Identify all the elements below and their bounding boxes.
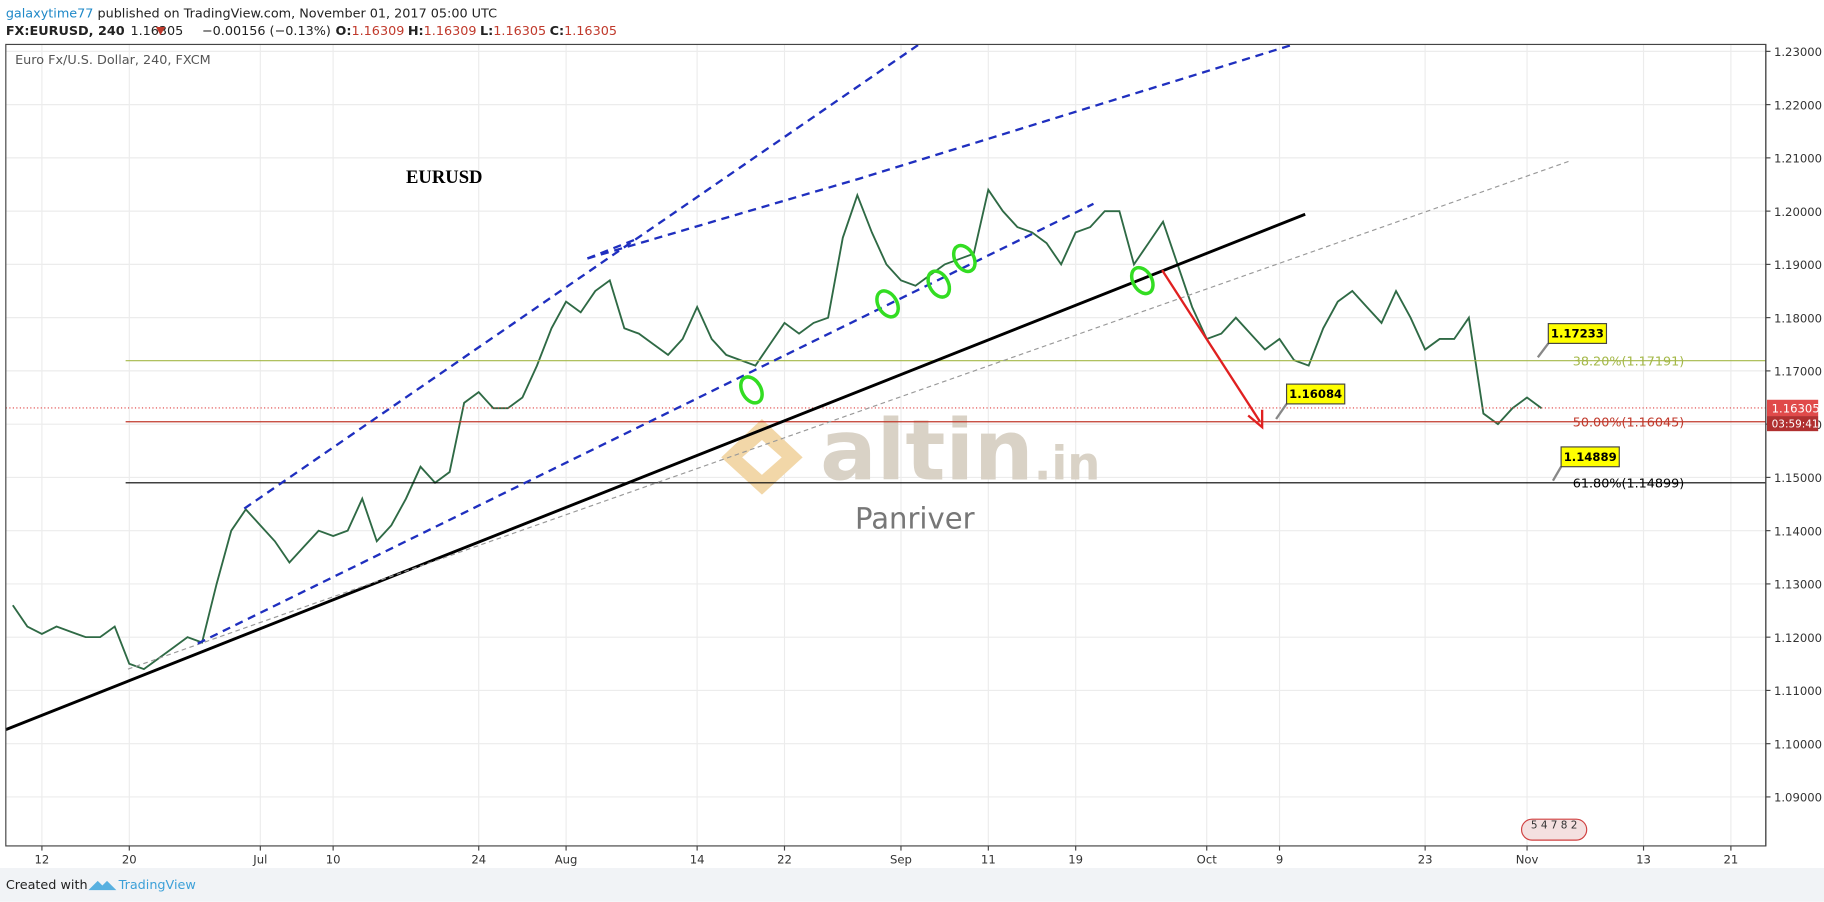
- red-arrow: [1161, 269, 1261, 422]
- x-tick-label: 10: [326, 852, 341, 866]
- x-tick-label: Oct: [1197, 852, 1218, 866]
- y-tick-label: 1.18000: [1774, 311, 1822, 325]
- x-tick-label: 19: [1068, 852, 1083, 866]
- footer-logo: [88, 880, 117, 891]
- callout-pointer: [1536, 342, 1550, 359]
- y-tick-label: 1.19000: [1774, 258, 1822, 272]
- y-tick-label: 1.10000: [1774, 737, 1822, 751]
- grid: [5, 44, 1766, 846]
- callout-text: 1.14889: [1564, 450, 1617, 464]
- callout-text: 1.16084: [1289, 387, 1342, 401]
- y-tick-label: 1.14000: [1774, 524, 1822, 538]
- fib-label: 38.20%(1.17191): [1573, 354, 1685, 369]
- event-markers-text: 5 4 7 8 2: [1531, 819, 1578, 831]
- callout-box: [1285, 383, 1346, 405]
- c: 1.16305: [564, 24, 617, 39]
- x-tick-label: Jul: [252, 852, 267, 866]
- y-tick-label: 1.12000: [1774, 631, 1822, 645]
- callout-pointer: [1551, 466, 1563, 482]
- watermark-suffix: .in: [1034, 437, 1101, 491]
- footer-brand[interactable]: TradingView: [118, 878, 196, 893]
- y-tick-label: 1.20000: [1774, 205, 1822, 219]
- highlight: [739, 375, 764, 405]
- y-tick-label: 1.11000: [1774, 684, 1822, 698]
- y-tick-label: 1.17000: [1774, 365, 1822, 379]
- countdown-tag: [1767, 416, 1819, 432]
- last-price-label: 1.16305: [1772, 402, 1820, 416]
- user-link[interactable]: galaxytime77: [6, 7, 94, 22]
- price-line: [12, 187, 1543, 671]
- y-tick-label: 1.23000: [1774, 45, 1822, 59]
- x-tick-label: Aug: [555, 852, 578, 866]
- x-tick-label: 23: [1418, 852, 1433, 866]
- channel-upper: [243, 43, 920, 510]
- x-tick-label: 13: [1636, 852, 1651, 866]
- footer: [0, 868, 1824, 902]
- x-tick-label: 14: [690, 852, 705, 866]
- countdown-label: 03:59:41: [1772, 419, 1819, 431]
- x-tick-label: Sep: [890, 852, 912, 866]
- o-label: O:: [336, 24, 352, 39]
- l: 1.16305: [493, 24, 546, 39]
- y-tick-label: 1.09000: [1774, 791, 1822, 805]
- header-line-1: galaxytime77 published on TradingView.co…: [6, 7, 497, 22]
- watermark-author: Panriver: [855, 501, 975, 535]
- last: 1.16305: [130, 24, 183, 39]
- x-tick-label: 11: [981, 852, 996, 866]
- trendline: [5, 212, 1306, 731]
- published: published on TradingView.com, November 0…: [93, 7, 497, 22]
- channel-link: [587, 237, 638, 260]
- callouts: 1.17233 1.16084 1.14889: [1285, 323, 1620, 468]
- x-tick-label: 20: [122, 852, 137, 866]
- x-tick-label: 24: [471, 852, 486, 866]
- channel-top: [587, 43, 1294, 260]
- h: 1.16309: [424, 24, 477, 39]
- l-label: L:: [480, 24, 493, 39]
- fib-label: 50.00%(1.16045): [1573, 415, 1685, 430]
- x-tick-label: 21: [1723, 852, 1738, 866]
- callout-text: 1.17233: [1551, 327, 1604, 341]
- x-tick-label: 9: [1276, 852, 1283, 866]
- footer-created: Created with: [6, 878, 88, 893]
- annotation: EURUSD: [406, 167, 483, 188]
- x-tick-label: Nov: [1516, 852, 1539, 866]
- header-line-2: FX:EURUSD, 240 1.16305 −0.00156 (−0.13%) O:…: [6, 24, 617, 39]
- symbol: FX:EURUSD, 240: [6, 24, 125, 39]
- highlight: [875, 289, 900, 319]
- chart-title: Euro Fx/U.S. Dollar, 240, FXCM: [15, 53, 211, 68]
- down-arrow: [155, 26, 166, 36]
- y-tick-label: 1.21000: [1774, 152, 1822, 166]
- watermark-main: altin: [820, 402, 1034, 500]
- event-markers[interactable]: [1520, 818, 1588, 841]
- callout-box: [1560, 446, 1620, 468]
- change: −0.00156 (−0.13%): [202, 24, 331, 39]
- callout-pointer: [1275, 403, 1288, 420]
- last-price-tag: [1767, 399, 1819, 417]
- o: 1.16309: [351, 24, 404, 39]
- c-label: C:: [550, 24, 565, 39]
- y-tick-label: 1.22000: [1774, 98, 1822, 112]
- x-tick-label: 22: [777, 852, 792, 866]
- highlight: [951, 243, 977, 274]
- h-label: H:: [408, 24, 424, 39]
- y-tick-label: 1.15000: [1774, 471, 1822, 485]
- drawings: [5, 43, 1571, 731]
- highlight: [1129, 265, 1155, 296]
- series: [5, 187, 1766, 671]
- trendline-thin: [127, 160, 1571, 670]
- x-tick-label: 12: [35, 852, 50, 866]
- callout-box: [1547, 323, 1608, 344]
- y-tick-label: 1.13000: [1774, 578, 1822, 592]
- red-arrow-head: [1247, 409, 1264, 430]
- highlight: [926, 269, 952, 299]
- fib-label: 61.80%(1.14899): [1573, 476, 1685, 491]
